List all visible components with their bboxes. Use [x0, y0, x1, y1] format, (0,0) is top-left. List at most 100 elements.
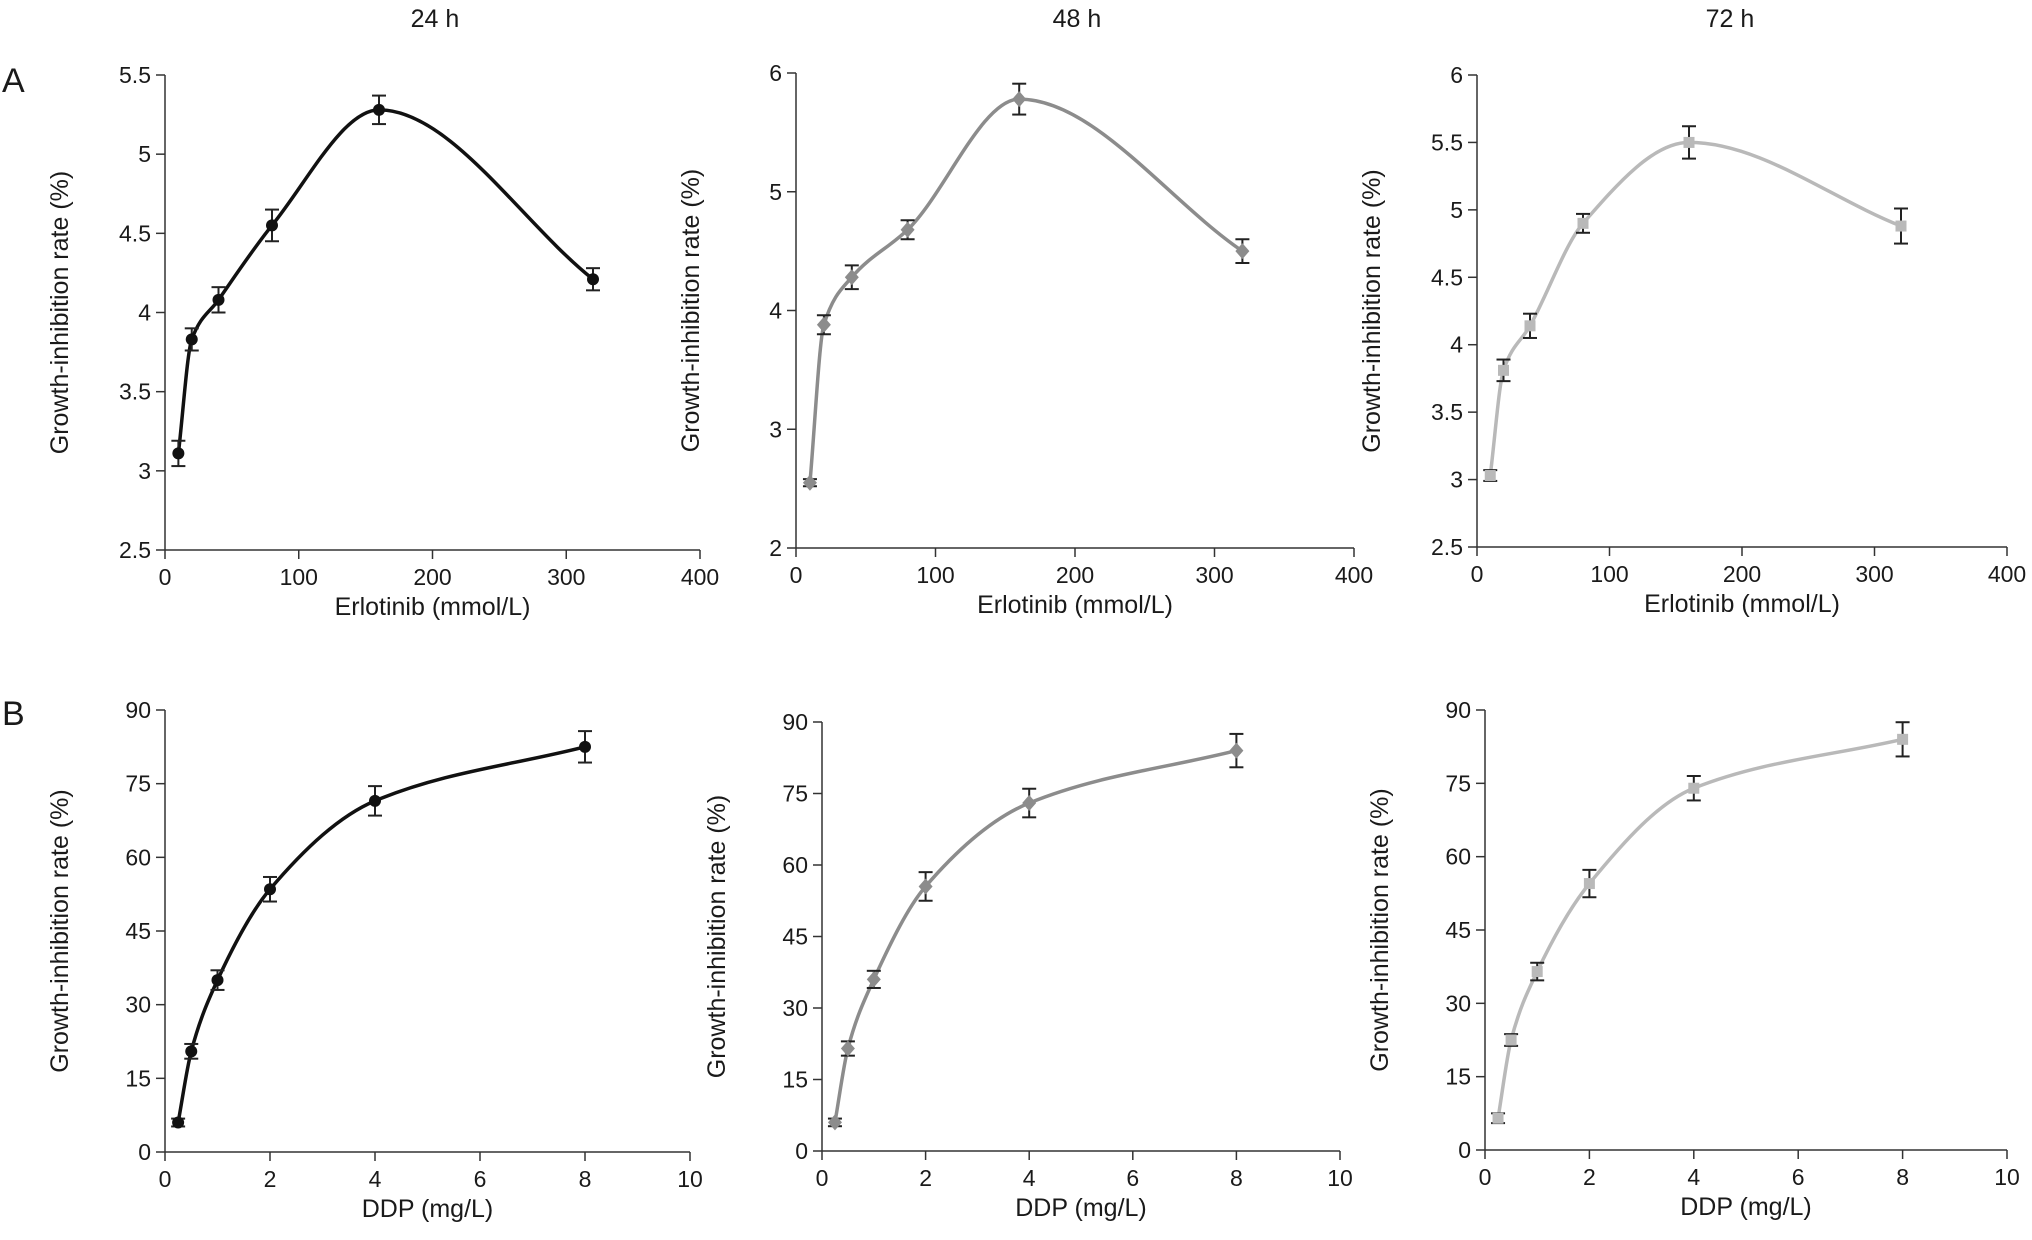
y-tick-label: 30	[782, 995, 808, 1021]
data-point	[816, 316, 831, 333]
x-axis-label: DDP (mg/L)	[1015, 1194, 1147, 1222]
data-point	[1688, 782, 1700, 794]
x-tick-label: 0	[1471, 561, 1484, 587]
data-point	[1583, 878, 1595, 890]
y-tick-label: 3	[1450, 467, 1463, 493]
data-point	[211, 974, 224, 987]
y-tick-label: 5.5	[119, 62, 151, 88]
x-tick-label: 10	[1994, 1164, 2020, 1190]
data-point	[844, 269, 859, 286]
y-axis-label: Growth-inhibition rate (%)	[1366, 788, 1394, 1071]
series-line	[176, 745, 587, 1125]
x-tick-label: 10	[677, 1166, 703, 1192]
data-point	[1022, 795, 1037, 812]
data-point	[373, 103, 385, 116]
data-point	[866, 971, 881, 988]
data-point	[1498, 364, 1509, 376]
series-line	[1496, 737, 1905, 1120]
data-point	[1897, 733, 1909, 745]
chart-panel-1: 2.5 3 3.5 4 4.5 5 5.5 0 100 200 300 400 Erlotinib (m…	[46, 62, 719, 621]
y-tick-label: 75	[1445, 770, 1471, 796]
data-point	[1505, 1034, 1517, 1046]
x-tick-label: 0	[159, 1166, 172, 1192]
y-tick-label: 60	[125, 844, 151, 870]
x-tick-label: 100	[280, 564, 318, 590]
x-tick-label: 400	[1988, 561, 2026, 587]
x-tick-label: 0	[816, 1165, 829, 1191]
y-axis-label: Growth-inhibition rate (%)	[1358, 169, 1386, 452]
column-title-24h: 24 h	[411, 5, 460, 33]
y-axis-label: Growth-inhibition rate (%)	[703, 795, 731, 1078]
y-tick-label: 60	[1445, 844, 1471, 870]
data-point	[1577, 217, 1589, 229]
x-tick-label: 2	[264, 1166, 277, 1192]
data-point	[266, 219, 278, 232]
y-tick-label: 4	[1450, 332, 1463, 358]
data-point	[1895, 220, 1907, 232]
data-point	[1229, 742, 1244, 759]
y-tick-label: 0	[1458, 1137, 1471, 1163]
x-tick-label: 400	[1335, 562, 1373, 588]
y-tick-label: 2	[769, 535, 782, 561]
x-tick-label: 4	[369, 1166, 382, 1192]
y-tick-label: 3.5	[1431, 399, 1463, 425]
data-point	[1012, 91, 1027, 108]
chart-panel-5: 0 15 30 45 60 75 90 0 2 4 6 8 10 DDP (mg/L) Growth-inh…	[703, 709, 1353, 1222]
x-tick-label: 200	[413, 564, 451, 590]
chart-panel-6: 0 15 30 45 60 75 90 0 2 4 6 8 10 DDP (mg/L) Growth-inh…	[1366, 697, 2020, 1221]
y-tick-label: 6	[1450, 62, 1463, 88]
y-tick-label: 45	[1445, 917, 1471, 943]
y-tick-label: 5	[138, 141, 151, 167]
x-tick-label: 10	[1327, 1165, 1353, 1191]
y-tick-label: 4.5	[119, 220, 151, 246]
y-tick-label: 5	[1450, 197, 1463, 223]
y-tick-label: 3	[769, 416, 782, 442]
chart-panel-2: 2 3 4 5 6 0 100 200 300 400 Erlotinib (mmol/L) Grow…	[677, 60, 1373, 619]
y-tick-label: 2.5	[119, 537, 151, 563]
y-tick-label: 15	[125, 1065, 151, 1091]
data-point	[802, 474, 817, 491]
data-point	[264, 883, 276, 896]
y-tick-label: 60	[782, 852, 808, 878]
data-point	[900, 221, 915, 238]
data-point	[172, 1116, 185, 1129]
y-tick-label: 0	[795, 1138, 808, 1164]
data-point	[827, 1114, 842, 1131]
y-tick-label: 4.5	[1431, 264, 1463, 290]
x-tick-label: 300	[547, 564, 585, 590]
y-tick-label: 15	[1445, 1064, 1471, 1090]
x-tick-label: 6	[1126, 1165, 1139, 1191]
y-tick-label: 4	[138, 300, 151, 326]
x-tick-label: 8	[1896, 1164, 1909, 1190]
y-tick-label: 3.5	[119, 379, 151, 405]
x-tick-label: 400	[681, 564, 719, 590]
y-tick-label: 4	[769, 298, 782, 324]
y-tick-label: 15	[782, 1067, 808, 1093]
y-tick-label: 90	[1445, 697, 1471, 723]
y-tick-label: 30	[125, 992, 151, 1018]
y-tick-label: 45	[782, 924, 808, 950]
data-point	[1492, 1112, 1504, 1124]
x-tick-label: 100	[916, 562, 954, 588]
x-tick-label: 6	[474, 1166, 487, 1192]
x-tick-label: 200	[1723, 561, 1761, 587]
y-tick-label: 45	[125, 918, 151, 944]
data-point	[1531, 966, 1543, 978]
data-point	[1235, 243, 1250, 260]
x-axis-label: DDP (mg/L)	[362, 1195, 494, 1223]
x-tick-label: 2	[919, 1165, 932, 1191]
x-axis-label: Erlotinib (mmol/L)	[335, 593, 531, 621]
x-tick-label: 8	[579, 1166, 592, 1192]
x-tick-label: 0	[159, 564, 172, 590]
series-line	[833, 748, 1239, 1125]
x-tick-label: 0	[790, 562, 803, 588]
x-tick-label: 8	[1230, 1165, 1243, 1191]
data-point	[185, 333, 198, 346]
y-tick-label: 2.5	[1431, 534, 1463, 560]
column-title-48h: 48 h	[1053, 5, 1102, 33]
data-point	[587, 273, 599, 286]
data-point	[918, 878, 933, 895]
x-axis-label: Erlotinib (mmol/L)	[977, 591, 1173, 619]
data-point	[840, 1040, 855, 1057]
